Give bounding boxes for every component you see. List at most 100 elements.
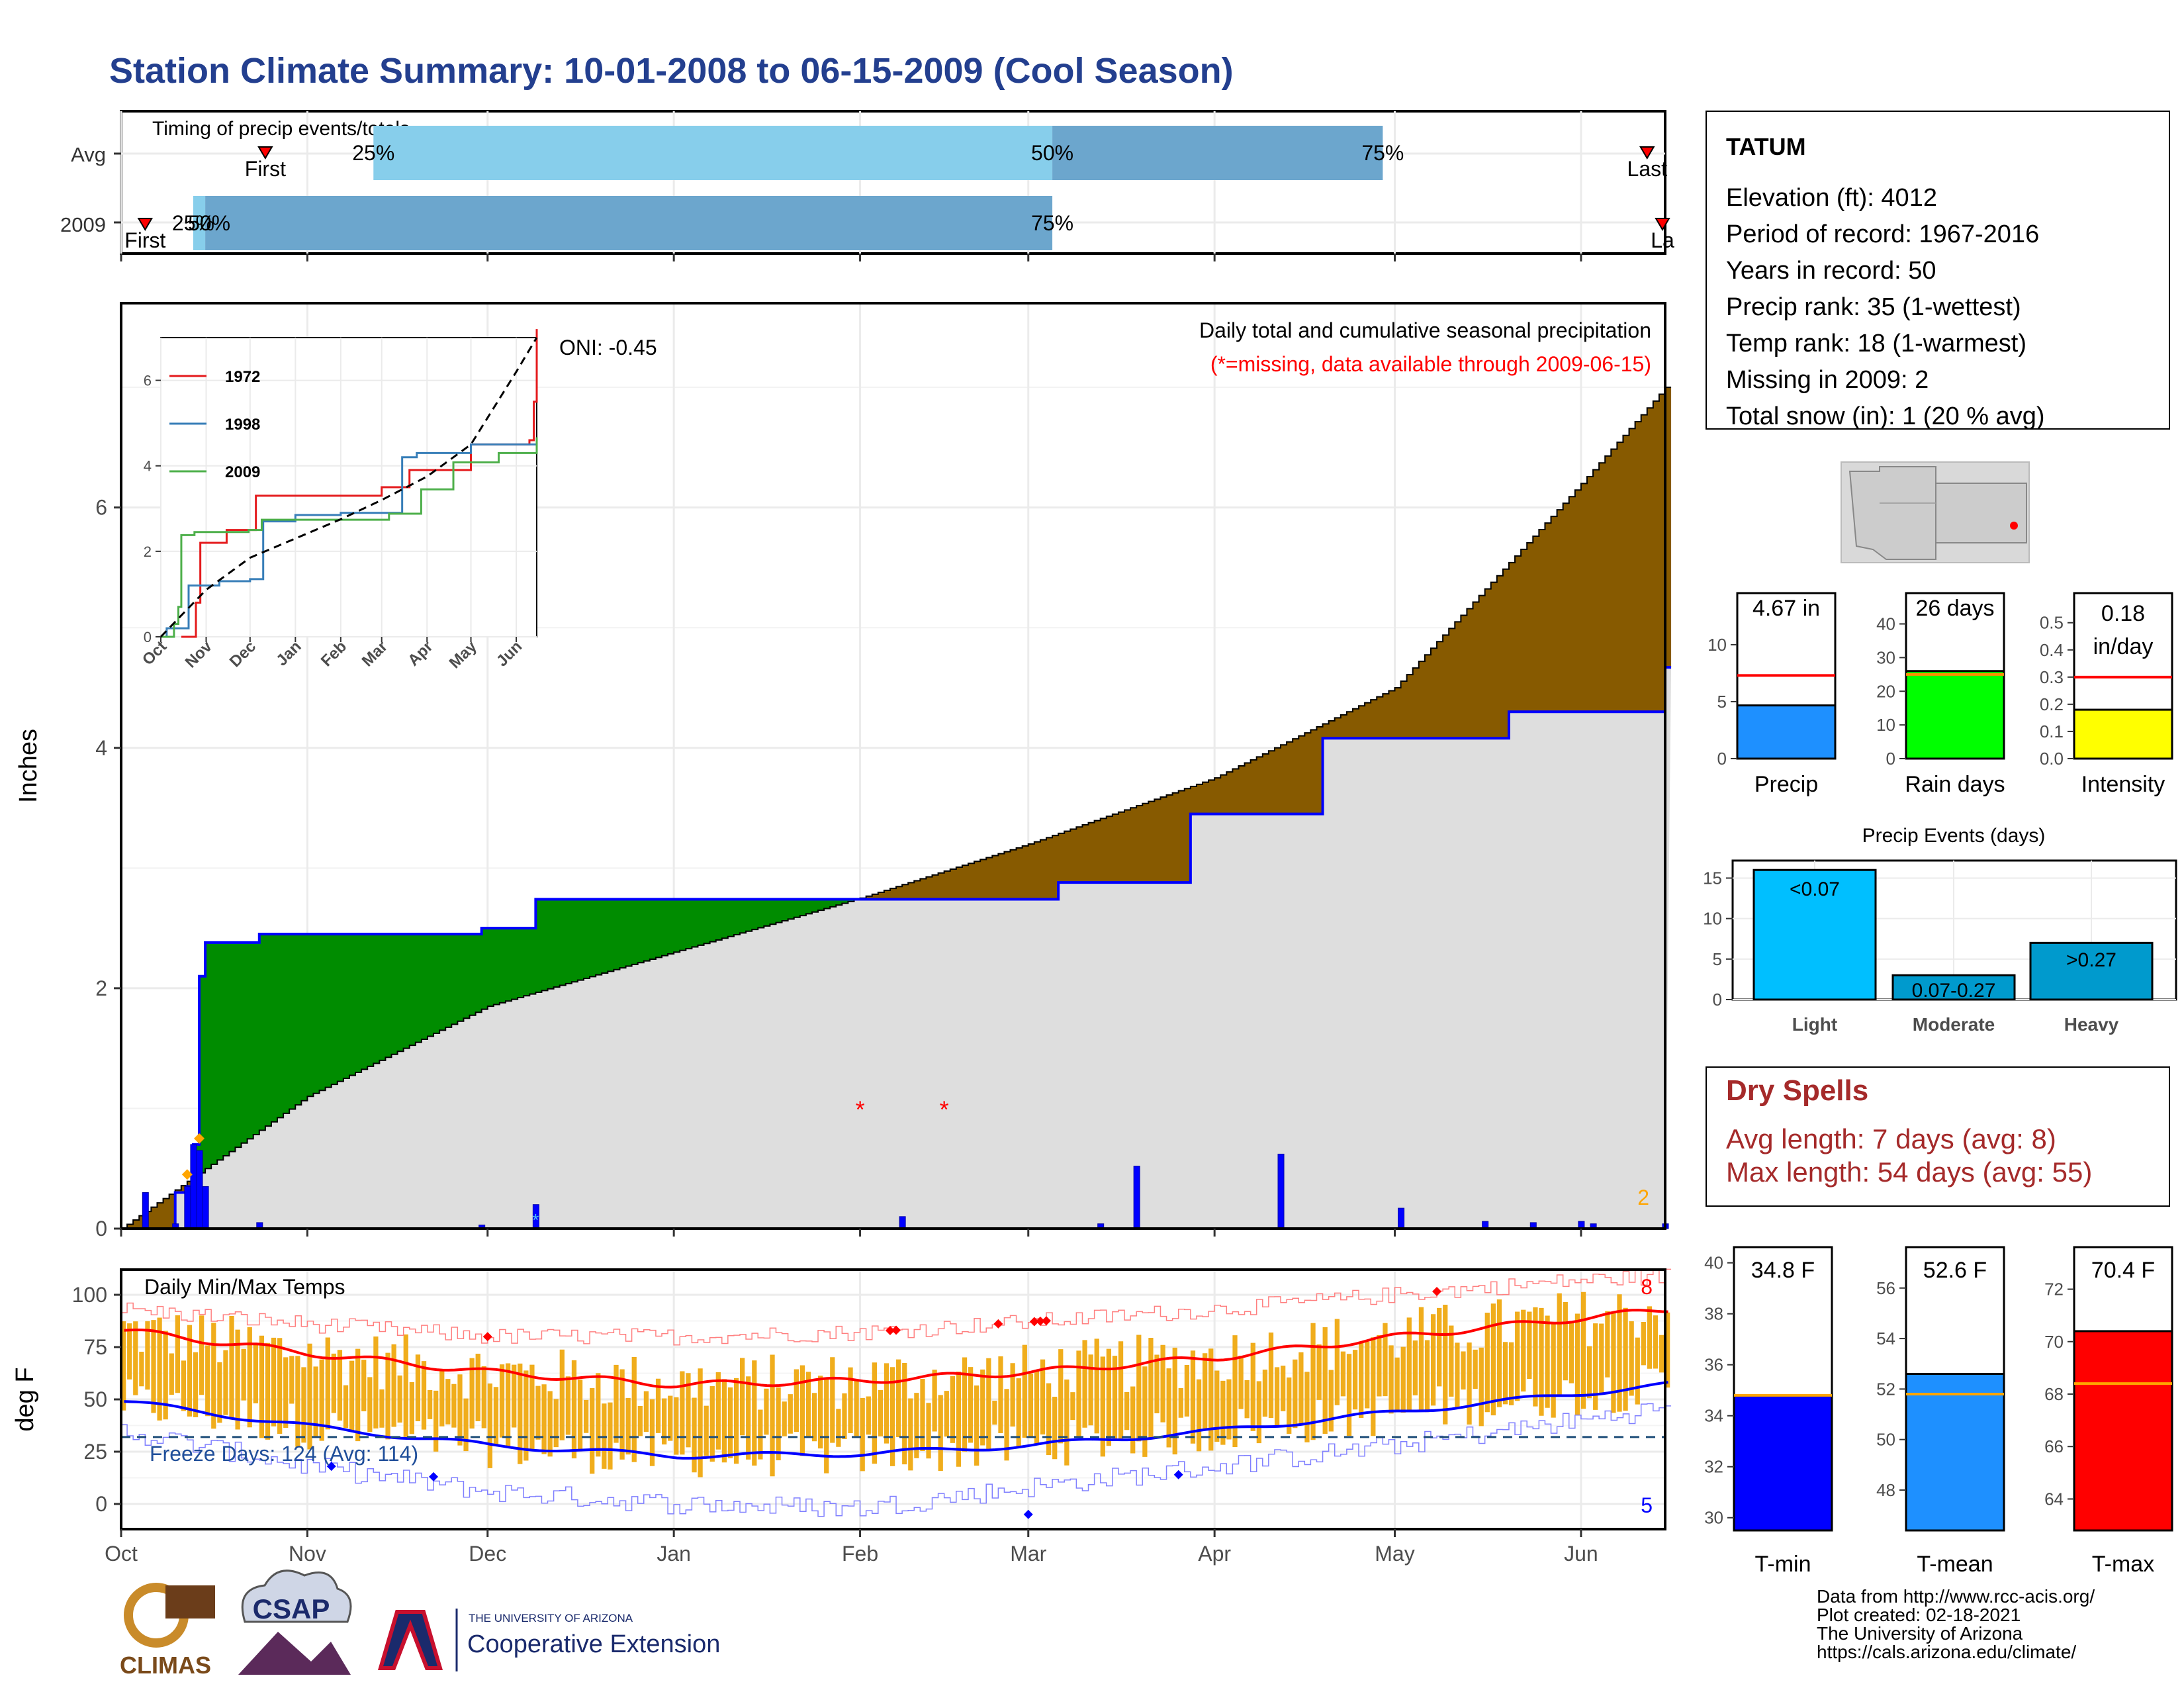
daily-precip-bar	[142, 1192, 149, 1229]
tmean-tick-label: 48	[1876, 1480, 1895, 1500]
events-label: 0.07-0.27	[1912, 980, 1996, 1002]
csap-cloud-icon	[241, 1570, 352, 1623]
inset-ytick-label: 2	[144, 543, 152, 560]
tmean-value-label: 52.6 F	[1923, 1258, 1987, 1283]
ua-a-icon	[377, 1610, 443, 1670]
rain-days-tick-label: 10	[1876, 715, 1895, 735]
precip-chart: * * * Inches ONI: -0.45 Daily total and cu…	[15, 302, 1672, 1241]
timing-avg-last-marker	[1639, 146, 1655, 160]
inset-legend-label: 1998	[225, 416, 260, 434]
events-label: <0.07	[1790, 878, 1840, 900]
temp-chart: Daily Min/Max Temps Freeze Days: 124 (Av…	[11, 1268, 1672, 1566]
missing-note: (*=missing, data available through 2009-…	[1210, 352, 1651, 376]
precip-total-bar	[1736, 704, 1837, 760]
tmin-bar	[1733, 1394, 1833, 1532]
events-ytick-label: 10	[1703, 909, 1722, 929]
record-high-marker	[482, 1332, 492, 1342]
temp-xtick-label: Feb	[842, 1542, 878, 1566]
intensity-tick-label: 0.0	[2040, 749, 2064, 769]
tmax-tick-label: 64	[2044, 1489, 2064, 1509]
precip-surplus-area	[193, 899, 860, 1178]
precip-ytick-label: 2	[95, 976, 107, 1000]
temp-xtick-label: Mar	[1010, 1542, 1046, 1566]
intensity-category: Intensity	[2081, 772, 2165, 797]
precip-base-area	[121, 667, 1672, 1229]
precip-cumulative-line	[121, 666, 1672, 1230]
record-high-marker	[1041, 1316, 1051, 1326]
footer-line-url: https://cals.arizona.edu/climate/	[1817, 1642, 2076, 1662]
corner-count: 2	[1637, 1186, 1649, 1209]
rain-days-value-label: 26 days	[1915, 596, 1994, 621]
events-label: >0.27	[2066, 949, 2116, 971]
timing-2009-first-marker	[137, 218, 154, 231]
events-ytick-label: 0	[1713, 990, 1722, 1009]
timing-avg-p50: 50%	[1031, 141, 1073, 165]
precip-average-outline	[121, 387, 1672, 1229]
temp-ylabel: deg F	[11, 1367, 39, 1431]
record-high-marker	[1035, 1316, 1045, 1326]
tmin-tick-label: 34	[1704, 1406, 1723, 1426]
inset-series-line-2009	[161, 437, 538, 638]
timing-avg-first-label: First	[245, 157, 286, 181]
temp-xtick-label: Dec	[469, 1542, 506, 1566]
dry-spells-title: Dry Spells	[1726, 1074, 1868, 1107]
oni-label: ONI: -0.45	[559, 336, 657, 359]
temp-xtick-label: Apr	[1198, 1542, 1231, 1566]
station-info-box: TATUM Elevation (ft): 4012 Period of rec…	[1706, 111, 2170, 430]
temp-ytick-label: 50	[83, 1387, 107, 1411]
daily-precip-bar	[1133, 1166, 1140, 1229]
inset-legend-label: 1972	[225, 368, 260, 386]
temp-summary-bars: 30 32 34 36 38 40 34.8 F T-min 48 50 52 54 56 52.6 F T…	[1704, 1246, 2173, 1577]
climas-logo: CLIMAS	[120, 1583, 215, 1679]
timing-2009-p50: 50%	[188, 211, 230, 235]
timing-row-2009: 2009	[60, 213, 106, 236]
precip-ylabel: Inches	[15, 729, 42, 803]
tmin-tick-label: 40	[1704, 1253, 1723, 1273]
events-category: Light	[1792, 1014, 1837, 1035]
timing-2009-last-marker	[1655, 218, 1670, 231]
precip-ytick-label: 0	[95, 1217, 107, 1241]
climas-shape-icon	[165, 1585, 215, 1618]
intensity-value-label: in/day	[2093, 634, 2154, 659]
tmax-tick-label: 68	[2044, 1384, 2064, 1404]
page-title: Station Climate Summary: 10-01-2008 to 0…	[109, 51, 1234, 91]
intensity-tick-label: 0.1	[2040, 722, 2064, 741]
temp-ytick-label: 0	[95, 1492, 107, 1516]
tmean-tick-label: 54	[1876, 1329, 1895, 1348]
record-high-marker	[1029, 1317, 1039, 1327]
info-line-years: Years in record: 50	[1726, 257, 1936, 285]
tmax-bar	[2073, 1330, 2173, 1532]
daily-precip-bar	[184, 1186, 191, 1229]
info-frame	[1706, 111, 2170, 430]
snow-marker	[194, 1133, 205, 1144]
timing-2009-p75: 75%	[1031, 211, 1073, 235]
daily-temp-range-bars	[121, 1291, 1670, 1477]
tmin-tick-label: 30	[1704, 1508, 1723, 1528]
station-marker	[2010, 522, 2018, 530]
rain-days-tick-label: 30	[1876, 647, 1895, 667]
intensity-tick-label: 0.2	[2040, 694, 2064, 714]
tmax-tick-label: 66	[2044, 1436, 2064, 1456]
timing-avg-bar-early	[373, 126, 1053, 180]
tmin-tick-label: 32	[1704, 1457, 1723, 1477]
info-line-precip-rank: Precip rank: 35 (1-wettest)	[1726, 293, 2021, 321]
record-min-line	[121, 1403, 1672, 1517]
intensity-tick-label: 0.5	[2040, 613, 2064, 633]
station-name: TATUM	[1726, 133, 1806, 160]
temp-ytick-label: 100	[72, 1283, 107, 1307]
timing-2009-bar-late	[205, 196, 1053, 250]
csap-logo: CSAP	[238, 1570, 352, 1675]
record-low-marker	[429, 1472, 439, 1481]
info-line-snow: Total snow (in): 1 (20 % avg)	[1726, 402, 2045, 430]
tmean-tick-label: 56	[1876, 1278, 1895, 1298]
map-states	[1848, 466, 2027, 560]
freeze-days-label: Freeze Days: 124 (Avg: 114)	[150, 1442, 418, 1466]
precip-subtitle: Daily total and cumulative seasonal prec…	[1199, 318, 1651, 342]
inset-frame	[160, 337, 537, 637]
rain-days-tick-label: 0	[1886, 749, 1895, 769]
temp-ytick-label: 75	[83, 1335, 107, 1359]
precip-total-category: Precip	[1754, 772, 1818, 797]
timing-title: Timing of precip events/totals	[152, 118, 410, 140]
